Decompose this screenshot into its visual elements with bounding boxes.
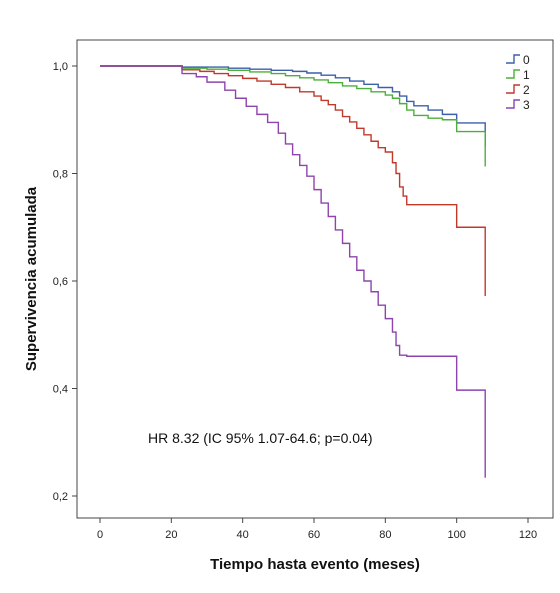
- hazard-ratio-annotation: HR 8.32 (IC 95% 1.07-64.6; p=0.04): [148, 430, 373, 446]
- series-line-2: [100, 65, 486, 297]
- y-tick-label: 0,8: [53, 169, 68, 181]
- y-tick-label: 1,0: [53, 61, 68, 73]
- legend-symbol-2: [506, 84, 520, 94]
- y-tick-label: 0,2: [53, 491, 68, 503]
- legend-symbol-0: [506, 54, 520, 64]
- plot-area: [76, 39, 554, 519]
- y-axis-title: Supervivencia acumulada: [23, 186, 40, 371]
- legend-symbol-3: [506, 99, 520, 109]
- series-line-3: [100, 65, 486, 478]
- series-lines: [100, 65, 486, 478]
- y-tick-label: 0,6: [53, 276, 68, 288]
- series-line-0: [100, 65, 486, 147]
- legend-symbol-1: [506, 69, 520, 79]
- x-tick-label: 40: [237, 529, 249, 541]
- series-line-1: [100, 65, 486, 167]
- x-tick-label: 60: [308, 529, 320, 541]
- x-tick-label: 20: [165, 529, 177, 541]
- y-tick-label: 0,4: [53, 384, 68, 396]
- x-tick-label: 0: [97, 529, 103, 541]
- legend-label-0: 0: [523, 53, 530, 67]
- legend-label-2: 2: [523, 83, 530, 97]
- x-tick-label: 80: [379, 529, 391, 541]
- x-tick-label: 120: [519, 529, 537, 541]
- axis-ticks: 0 20 40 60 80 100 120 0,2 0,4 0,6 0,8 1,0: [53, 61, 537, 541]
- x-axis-title: Tiempo hasta evento (meses): [210, 556, 420, 573]
- x-tick-label: 100: [447, 529, 465, 541]
- legend-label-1: 1: [523, 68, 530, 82]
- legend-label-3: 3: [523, 98, 530, 112]
